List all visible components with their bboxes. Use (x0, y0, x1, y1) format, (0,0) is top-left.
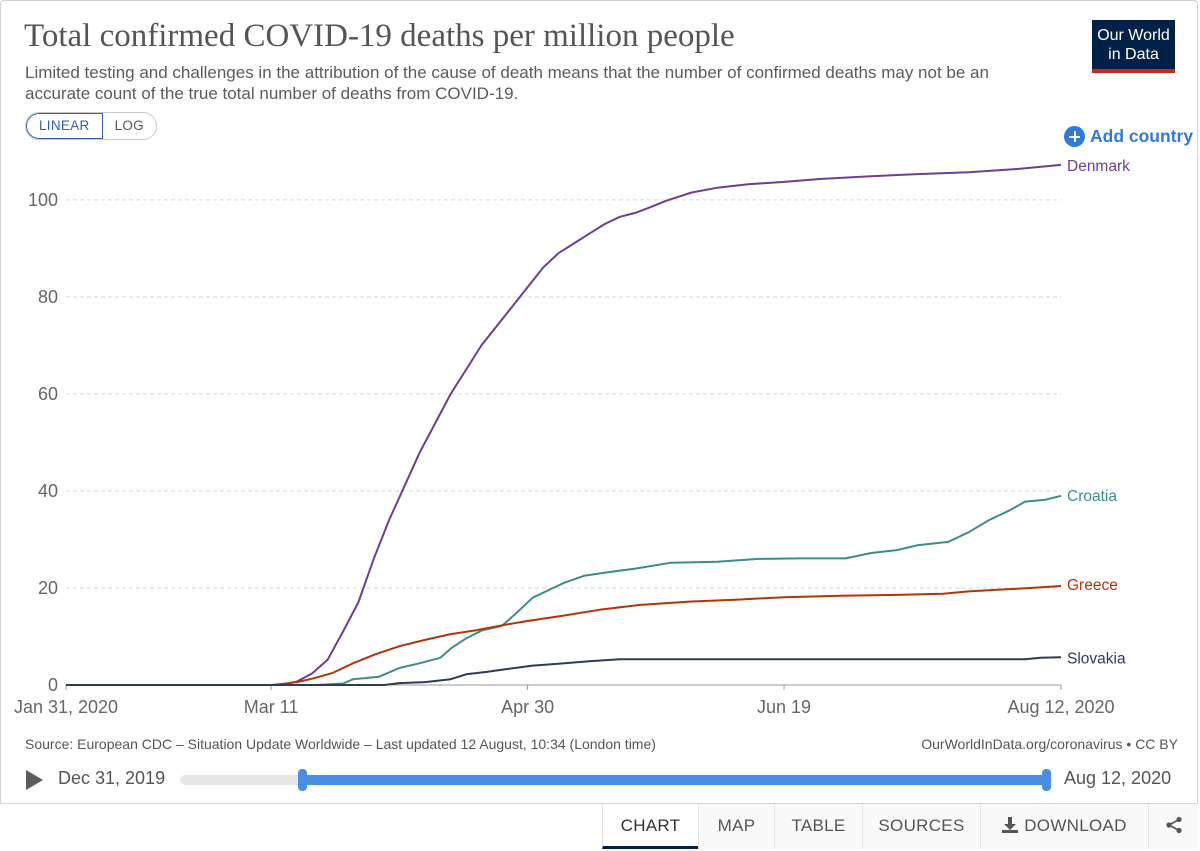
tab-table[interactable]: TABLE (774, 804, 862, 849)
tab-bar: CHART MAP TABLE SOURCES DOWNLOAD (0, 803, 1198, 850)
tab-chart[interactable]: CHART (602, 804, 698, 849)
y-tick-label: 60 (38, 384, 58, 404)
tab-map[interactable]: MAP (698, 804, 774, 849)
add-country-button[interactable]: Add country (1064, 126, 1193, 147)
series-label-greece[interactable]: Greece (1067, 577, 1118, 594)
series-label-croatia[interactable]: Croatia (1067, 488, 1117, 505)
plus-circle-icon (1064, 126, 1085, 147)
y-tick-label: 0 (48, 675, 58, 695)
y-tick-label: 40 (38, 481, 58, 501)
share-icon (1165, 816, 1182, 834)
play-icon[interactable] (26, 770, 43, 790)
timeline-start-label: Dec 31, 2019 (58, 768, 166, 788)
series-label-slovakia[interactable]: Slovakia (1067, 650, 1126, 667)
x-tick-label: Jan 31, 2020 (14, 697, 118, 717)
y-tick-label: 80 (38, 287, 58, 307)
x-tick-label: Jun 19 (757, 697, 811, 717)
chart-subtitle: Limited testing and challenges in the at… (25, 63, 989, 103)
series-line-denmark[interactable] (66, 163, 1062, 686)
y-tick-label: 20 (38, 578, 58, 598)
x-tick-label: Mar 11 (244, 697, 299, 717)
tab-download-label: DOWNLOAD (1024, 816, 1127, 835)
timeline-selected-range[interactable] (302, 775, 1047, 785)
logo-line-2: in Data (1108, 46, 1159, 63)
license-link[interactable]: OurWorldInData.org/coronavirus • CC BY (921, 736, 1178, 752)
tab-download[interactable]: DOWNLOAD (980, 804, 1148, 849)
linear-scale-button[interactable]: LINEAR (26, 113, 103, 139)
scale-toggle: LINEAR LOG (25, 112, 157, 140)
source-note: Source: European CDC – Situation Update … (25, 736, 656, 752)
series-line-slovakia[interactable] (66, 656, 1062, 686)
series-line-croatia[interactable] (66, 494, 1062, 686)
add-country-label: Add country (1090, 126, 1194, 146)
owid-logo[interactable]: Our World in Data (1092, 20, 1175, 73)
tab-sources[interactable]: SOURCES (862, 804, 980, 849)
chart-title: Total confirmed COVID-19 deaths per mill… (24, 18, 735, 54)
log-scale-button[interactable]: LOG (114, 118, 144, 133)
timeline-end-label: Aug 12, 2020 (1064, 768, 1172, 788)
x-tick-label: Apr 30 (501, 697, 554, 717)
series-label-denmark[interactable]: Denmark (1067, 158, 1130, 175)
download-icon (1002, 817, 1019, 833)
series-line-greece[interactable] (66, 585, 1062, 686)
y-tick-label: 100 (28, 190, 58, 210)
timeline-end-handle[interactable] (1042, 769, 1051, 791)
share-button[interactable] (1148, 804, 1198, 849)
logo-line-1: Our World (1097, 27, 1170, 44)
timeline-start-handle[interactable] (298, 769, 308, 791)
x-tick-label: Aug 12, 2020 (1007, 697, 1114, 717)
